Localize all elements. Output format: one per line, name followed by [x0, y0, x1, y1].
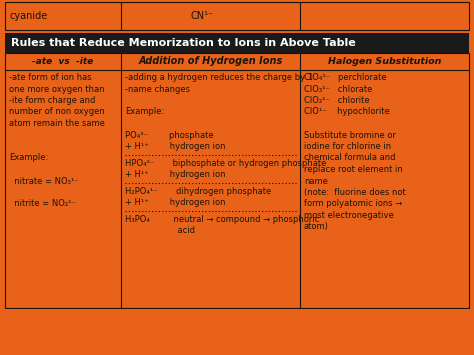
Text: + H¹⁺        hydrogen ion: + H¹⁺ hydrogen ion [125, 142, 226, 151]
Text: PO₄³⁻        phosphate: PO₄³⁻ phosphate [125, 131, 214, 140]
Text: (note:  fluorine does not: (note: fluorine does not [304, 188, 406, 197]
FancyBboxPatch shape [5, 53, 469, 308]
Text: ClO₃¹⁻   chlorate: ClO₃¹⁻ chlorate [304, 84, 373, 93]
Text: nitrite = NO₂¹⁻: nitrite = NO₂¹⁻ [9, 200, 76, 208]
Text: ClO₂¹⁻   chlorite: ClO₂¹⁻ chlorite [304, 96, 370, 105]
Text: H₂PO₄¹⁻       dihydrogen phosphate: H₂PO₄¹⁻ dihydrogen phosphate [125, 186, 271, 196]
Text: one more oxygen than: one more oxygen than [9, 84, 104, 93]
Text: H₃PO₄         neutral → compound → phosphoric: H₃PO₄ neutral → compound → phosphoric [125, 214, 319, 224]
Text: Halogen Substitution: Halogen Substitution [328, 57, 441, 66]
Text: Rules that Reduce Memorization to Ions in Above Table: Rules that Reduce Memorization to Ions i… [11, 38, 356, 48]
Text: -adding a hydrogen reduces the charge by 1: -adding a hydrogen reduces the charge by… [125, 73, 313, 82]
Text: replace root element in: replace root element in [304, 165, 403, 174]
Text: HPO₄²⁻       biphosphate or hydrogen phosphate: HPO₄²⁻ biphosphate or hydrogen phosphate [125, 158, 327, 168]
FancyBboxPatch shape [0, 309, 474, 355]
Text: + H¹⁺        hydrogen ion: + H¹⁺ hydrogen ion [125, 170, 226, 179]
Text: nitrate = NO₃¹⁻: nitrate = NO₃¹⁻ [9, 176, 79, 186]
FancyBboxPatch shape [5, 33, 469, 53]
Text: iodine for chlorine in: iodine for chlorine in [304, 142, 391, 151]
Text: Example:: Example: [125, 108, 164, 116]
Text: atom): atom) [304, 223, 329, 231]
Text: name: name [304, 176, 328, 186]
Text: -ite form charge and: -ite form charge and [9, 96, 95, 105]
Text: -name changes: -name changes [125, 84, 190, 93]
Text: cyanide: cyanide [10, 11, 48, 21]
Text: CN¹⁻: CN¹⁻ [191, 11, 214, 21]
Text: ClO₄¹⁻   perchlorate: ClO₄¹⁻ perchlorate [304, 73, 387, 82]
Text: acid: acid [125, 226, 195, 235]
Text: ClO¹⁻    hypochlorite: ClO¹⁻ hypochlorite [304, 108, 390, 116]
Text: chemical formula and: chemical formula and [304, 153, 395, 163]
FancyBboxPatch shape [5, 2, 469, 30]
Text: Substitute bromine or: Substitute bromine or [304, 131, 396, 140]
Text: number of non oxygen: number of non oxygen [9, 108, 105, 116]
Text: + H¹⁺        hydrogen ion: + H¹⁺ hydrogen ion [125, 198, 226, 207]
Text: -ate form of ion has: -ate form of ion has [9, 73, 91, 82]
Text: most electronegative: most electronegative [304, 211, 394, 220]
Text: -ate  vs  -ite: -ate vs -ite [32, 57, 94, 66]
Text: Addition of Hydrogen Ions: Addition of Hydrogen Ions [138, 56, 283, 66]
Text: Example:: Example: [9, 153, 48, 163]
Text: form polyatomic ions →: form polyatomic ions → [304, 200, 402, 208]
Text: atom remain the same: atom remain the same [9, 119, 105, 128]
